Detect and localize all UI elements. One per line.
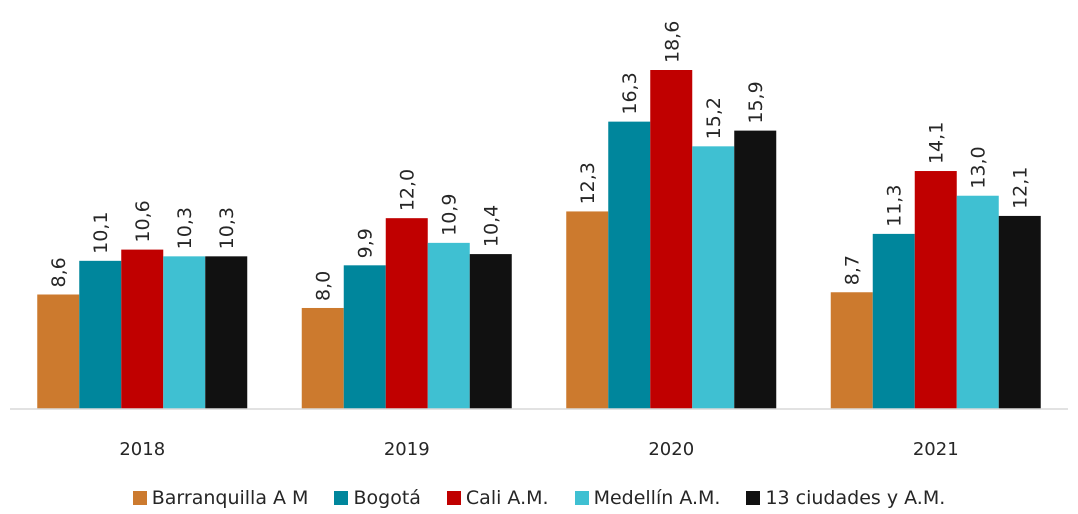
bar [37,294,80,409]
bar [872,233,915,409]
bar-value-label: 12,0 [397,169,419,211]
bar-value-label: 16,3 [619,72,641,114]
legend: Barranquilla A M Bogotá Cali A.M. Medellín … [0,484,1078,512]
legend-item: Barranquilla A M [132,487,309,509]
bar-value-label: 12,1 [1010,167,1032,209]
legend-label: Barranquilla A M [151,487,309,509]
bar [343,265,386,409]
bar [205,256,248,409]
bar [469,254,512,409]
legend-item: Bogotá [334,487,421,509]
bar [385,218,428,409]
bar-value-label: 12,3 [577,162,599,204]
legend-label: 13 ciudades y A.M. [765,487,946,509]
bar [427,242,470,409]
legend-swatch [574,491,589,505]
bar-value-label: 10,3 [174,207,196,249]
bar [692,146,735,410]
bar-value-label: 13,0 [968,146,990,188]
x-tick-label: 2018 [119,439,165,460]
bar [830,292,873,409]
bar-chart: 8,6 10,1 10,6 10,3 10,3 8,0 9,9 12,0 10,9 10,4 12,… [10,21,1068,460]
bar-value-label: 9,9 [355,228,377,258]
legend-swatch [446,491,461,505]
bar [566,211,609,409]
bar-value-label: 11,3 [884,185,906,227]
x-tick-label: 2020 [648,439,694,460]
bar-value-label: 18,6 [661,21,683,63]
bar [650,70,693,409]
bar-value-label: 14,1 [926,122,948,164]
bar-value-label: 10,3 [216,207,238,249]
bar [914,171,957,409]
bar-value-label: 10,4 [481,205,503,247]
bar-value-label: 15,2 [703,97,725,139]
bar-value-label: 8,7 [842,255,864,285]
bar-value-label: 10,6 [132,200,154,242]
bar-value-label: 10,1 [90,212,112,254]
legend-label: Medellín A.M. [593,487,721,509]
bar-value-label: 8,6 [48,257,70,287]
legend-label: Cali A.M. [465,487,549,509]
bar [301,307,344,409]
bar [163,256,206,409]
legend-label: Bogotá [353,487,421,509]
bar [79,260,122,409]
bar [734,130,777,409]
legend-swatch [746,491,761,505]
bar-value-label: 10,9 [439,194,461,236]
bar-value-label: 8,0 [313,271,335,301]
x-tick-labels-layer: 2018 2019 2020 2021 [119,439,958,460]
bar [998,215,1041,409]
legend-swatch [334,491,349,505]
legend-item: Medellín A.M. [574,487,721,509]
bar [956,195,999,409]
bar [608,121,651,409]
value-labels-layer: 8,6 10,1 10,6 10,3 10,3 8,0 9,9 12,0 10,9 10,4 12,… [48,21,1032,301]
x-tick-label: 2019 [384,439,430,460]
legend-swatch [132,491,147,505]
bar-value-label: 15,9 [745,81,767,123]
x-tick-label: 2021 [913,439,959,460]
legend-item: Cali A.M. [446,487,549,509]
bars-layer [37,70,1041,410]
legend-item: 13 ciudades y A.M. [746,487,945,509]
bar [121,249,164,409]
